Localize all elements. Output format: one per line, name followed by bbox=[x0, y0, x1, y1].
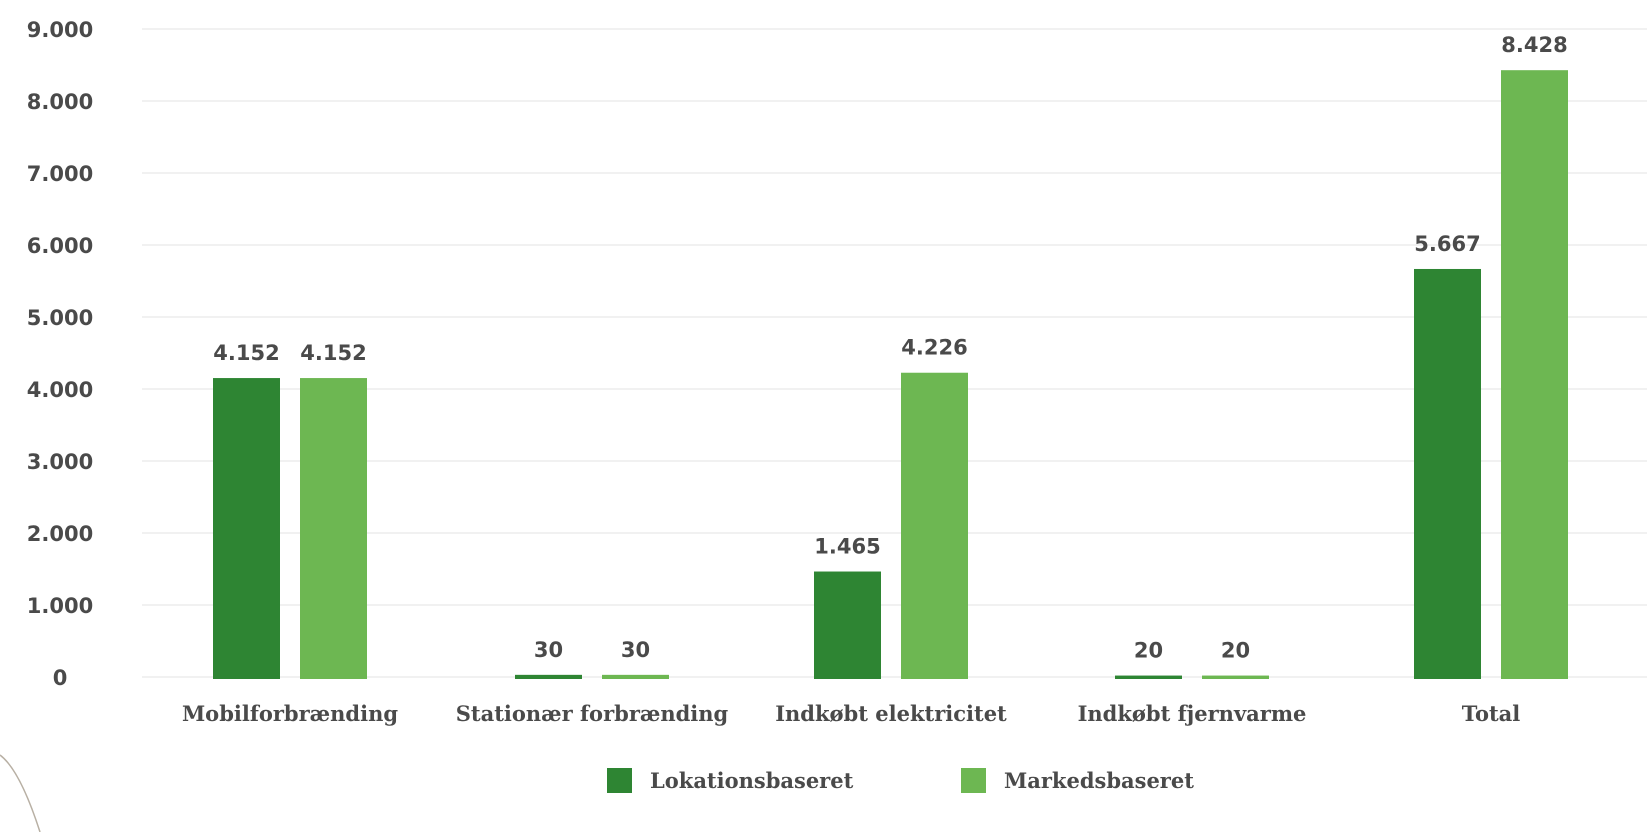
legend-label: Lokationsbaseret bbox=[650, 768, 854, 793]
legend-swatch bbox=[961, 768, 986, 793]
bar bbox=[901, 372, 968, 679]
x-category-label: Indkøbt fjernvarme bbox=[1078, 701, 1307, 726]
bar bbox=[515, 674, 582, 679]
y-tick-label: 3.000 bbox=[27, 450, 93, 474]
y-tick-label: 6.000 bbox=[27, 234, 93, 258]
bar bbox=[213, 378, 280, 679]
y-axis: 0 1.000 2.000 3.000 4.000 5.000 6.000 7.000 8.00… bbox=[27, 18, 93, 690]
bar bbox=[300, 378, 367, 679]
data-label: 4.152 bbox=[300, 341, 366, 365]
data-label: 30 bbox=[534, 638, 563, 662]
x-category-label: Mobilforbrænding bbox=[182, 701, 398, 726]
y-tick-label: 8.000 bbox=[27, 90, 93, 114]
y-tick-label: 5.000 bbox=[27, 306, 93, 330]
x-category-label: Stationær forbrænding bbox=[456, 701, 729, 726]
y-tick-label: 7.000 bbox=[27, 162, 93, 186]
legend-label: Markedsbaseret bbox=[1004, 768, 1194, 793]
x-category-label: Total bbox=[1462, 701, 1521, 726]
bar bbox=[814, 571, 881, 679]
legend-swatch bbox=[607, 768, 632, 793]
y-tick-label: 1.000 bbox=[27, 594, 93, 618]
y-tick-label: 4.000 bbox=[27, 378, 93, 402]
gridlines bbox=[142, 28, 1647, 678]
data-label: 4.152 bbox=[213, 341, 279, 365]
bars bbox=[213, 70, 1568, 679]
y-tick-label: 9.000 bbox=[27, 18, 93, 42]
data-label: 4.226 bbox=[901, 336, 967, 360]
bar bbox=[1501, 70, 1568, 679]
data-label: 8.428 bbox=[1501, 33, 1567, 57]
legend: Lokationsbaseret Markedsbaseret bbox=[607, 768, 1194, 793]
data-labels: 4.152 30 1.465 20 5.667 4.152 30 4.226 20 8.428 bbox=[213, 33, 1567, 662]
x-category-label: Indkøbt elektricitet bbox=[775, 701, 1007, 726]
data-label: 5.667 bbox=[1414, 232, 1480, 256]
data-label: 20 bbox=[1221, 639, 1250, 663]
bar bbox=[1202, 675, 1269, 679]
y-tick-label: 0 bbox=[53, 666, 68, 690]
data-label: 20 bbox=[1134, 639, 1163, 663]
bar bbox=[1414, 268, 1481, 679]
data-label: 30 bbox=[621, 638, 650, 662]
data-label: 1.465 bbox=[814, 535, 880, 559]
decorative-corner-line bbox=[0, 754, 41, 832]
y-tick-label: 2.000 bbox=[27, 522, 93, 546]
x-axis: Mobilforbrænding Stationær forbrænding Ind… bbox=[182, 701, 1520, 726]
bar bbox=[602, 674, 669, 679]
bar bbox=[1115, 675, 1182, 679]
